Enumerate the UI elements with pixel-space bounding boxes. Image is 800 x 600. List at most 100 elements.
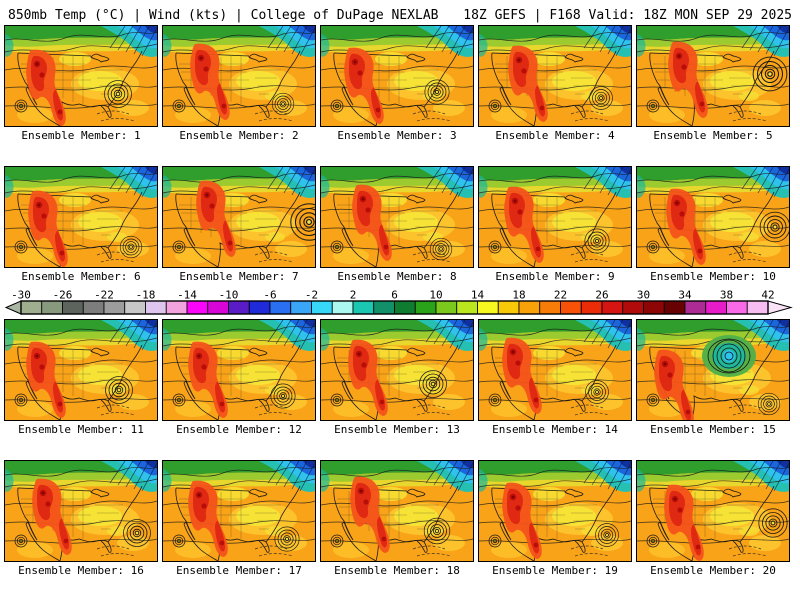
colorbar-cell xyxy=(82,300,105,315)
colorbar-cell xyxy=(269,300,292,315)
colorbar-tick-label: 34 xyxy=(678,289,692,302)
ensemble-map xyxy=(162,25,316,127)
colorbar-tick-label: 14 xyxy=(471,289,485,302)
colorbar-section: -30 -26 -22 -18 -14 -10 -6 -2 2 6 10 14 18 22 26 30 34 38… xyxy=(0,288,800,317)
ensemble-panel: Ensemble Member: 10 xyxy=(636,166,790,288)
ensemble-panel: Ensemble Member: 7 xyxy=(162,166,316,288)
colorbar-cell xyxy=(20,300,43,315)
ensemble-map xyxy=(162,319,316,421)
colorbar-tick-label: 10 xyxy=(429,289,442,302)
colorbar-tick-label: 26 xyxy=(595,289,608,302)
ensemble-panel: Ensemble Member: 18 xyxy=(320,460,474,582)
colorbar-cell xyxy=(456,300,478,315)
ensemble-map xyxy=(636,25,790,127)
ensemble-member-label: Ensemble Member: 18 xyxy=(334,564,460,577)
ensemble-panel: Ensemble Member: 15 xyxy=(636,319,790,441)
ensemble-panel: Ensemble Member: 1 xyxy=(4,25,158,147)
ensemble-panel: Ensemble Member: 5 xyxy=(636,25,790,147)
colorbar-cell xyxy=(746,300,769,315)
colorbar-cell xyxy=(165,300,188,315)
colorbar-tick-label: 2 xyxy=(350,289,357,302)
colorbar-cell xyxy=(228,300,250,315)
ensemble-panel: Ensemble Member: 8 xyxy=(320,166,474,288)
colorbar-cell xyxy=(352,300,375,315)
ensemble-panel: Ensemble Member: 2 xyxy=(162,25,316,147)
colorbar-cell xyxy=(103,300,126,315)
colorbar-tick-label: -18 xyxy=(136,289,156,302)
colorbar-right-arrow xyxy=(767,300,793,315)
colorbar-cell xyxy=(539,300,561,315)
ensemble-panel: Ensemble Member: 20 xyxy=(636,460,790,582)
colorbar-tick-label: -2 xyxy=(305,289,318,302)
ensemble-map xyxy=(478,319,632,421)
ensemble-panel: Ensemble Member: 11 xyxy=(4,319,158,441)
colorbar-cell xyxy=(248,300,271,315)
ensemble-panel: Ensemble Member: 3 xyxy=(320,25,474,147)
colorbar-cell xyxy=(622,300,644,315)
ensemble-panel: Ensemble Member: 4 xyxy=(478,25,632,147)
colorbar-left-arrow xyxy=(4,300,22,315)
colorbar-tick-label: 22 xyxy=(554,289,567,302)
colorbar-cell xyxy=(663,300,686,315)
colorbar-cell xyxy=(726,300,748,315)
ensemble-member-label: Ensemble Member: 11 xyxy=(18,423,144,436)
ensemble-member-label: Ensemble Member: 13 xyxy=(334,423,460,436)
colorbar-cell xyxy=(601,300,624,315)
ensemble-member-label: Ensemble Member: 19 xyxy=(492,564,618,577)
colorbar-cell xyxy=(62,300,84,315)
ensemble-member-label: Ensemble Member: 12 xyxy=(176,423,302,436)
ensemble-map xyxy=(4,166,158,268)
temperature-colorbar: -30 -26 -22 -18 -14 -10 -6 -2 2 6 10 14 18 22 26 30 34 38… xyxy=(4,289,793,315)
ensemble-map xyxy=(636,166,790,268)
colorbar-cell xyxy=(518,300,541,315)
ensemble-member-label: Ensemble Member: 17 xyxy=(176,564,302,577)
colorbar-cell xyxy=(435,300,458,315)
ensemble-member-label: Ensemble Member: 20 xyxy=(650,564,776,577)
colorbar-cell xyxy=(41,300,63,315)
colorbar-cell xyxy=(311,300,333,315)
title-bar: 850mb Temp (°C) | Wind (kts) | College o… xyxy=(0,0,800,25)
colorbar-cell xyxy=(560,300,582,315)
ensemble-panel: Ensemble Member: 9 xyxy=(478,166,632,288)
ensemble-member-label: Ensemble Member: 3 xyxy=(337,129,457,142)
ensemble-member-label: Ensemble Member: 4 xyxy=(495,129,615,142)
colorbar-cell xyxy=(497,300,520,315)
colorbar-cell xyxy=(373,300,395,315)
ensemble-panel: Ensemble Member: 19 xyxy=(478,460,632,582)
colorbar-cell xyxy=(394,300,416,315)
ensemble-panel: Ensemble Member: 16 xyxy=(4,460,158,582)
ensemble-member-label: Ensemble Member: 5 xyxy=(653,129,773,142)
ensemble-map xyxy=(4,460,158,562)
colorbar-tick-label: -30 xyxy=(11,289,31,302)
colorbar-cell xyxy=(124,300,146,315)
colorbar-tick-label: -26 xyxy=(53,289,73,302)
ensemble-member-label: Ensemble Member: 15 xyxy=(650,423,776,436)
ensemble-map xyxy=(320,25,474,127)
colorbar-tick-label: -22 xyxy=(94,289,114,302)
ensemble-member-label: Ensemble Member: 7 xyxy=(179,270,299,283)
colorbar-tick-label: 38 xyxy=(720,289,733,302)
ensemble-grid-bottom: Ensemble Member: 11 Ensemble Member: 12 En… xyxy=(0,319,800,582)
ensemble-member-label: Ensemble Member: 9 xyxy=(495,270,615,283)
ensemble-panel: Ensemble Member: 14 xyxy=(478,319,632,441)
product-title: 850mb Temp (°C) | Wind (kts) | College o… xyxy=(8,8,439,23)
colorbar-cell xyxy=(643,300,665,315)
colorbar-tick-label: 6 xyxy=(391,289,398,302)
ensemble-map xyxy=(320,460,474,562)
ensemble-panel: Ensemble Member: 12 xyxy=(162,319,316,441)
colorbar-cell xyxy=(477,300,499,315)
ensemble-map xyxy=(320,319,474,421)
colorbar-cell xyxy=(684,300,707,315)
ensemble-panel: Ensemble Member: 6 xyxy=(4,166,158,288)
colorbar-cell xyxy=(705,300,727,315)
colorbar-cell xyxy=(145,300,167,315)
ensemble-member-label: Ensemble Member: 16 xyxy=(18,564,144,577)
ensemble-map xyxy=(162,460,316,562)
ensemble-member-label: Ensemble Member: 2 xyxy=(179,129,299,142)
colorbar-tick-label: -10 xyxy=(219,289,239,302)
ensemble-map xyxy=(4,319,158,421)
ensemble-member-label: Ensemble Member: 6 xyxy=(21,270,141,283)
ensemble-member-label: Ensemble Member: 10 xyxy=(650,270,776,283)
ensemble-map xyxy=(320,166,474,268)
colorbar-tick-label: 42 xyxy=(761,289,774,302)
